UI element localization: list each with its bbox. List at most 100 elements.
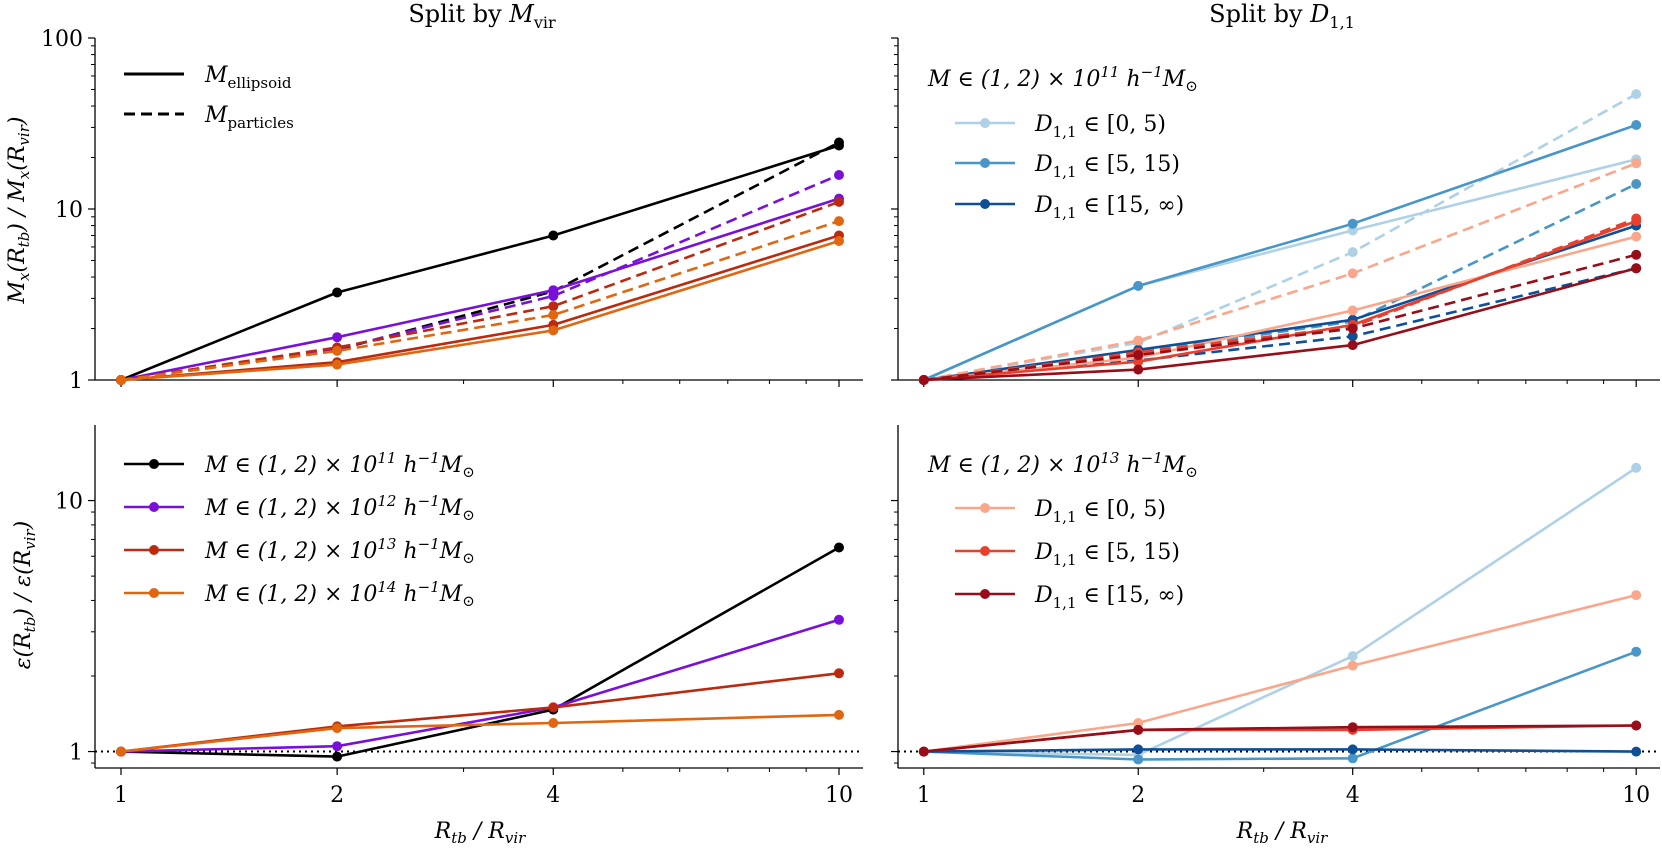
data-point <box>1631 179 1642 189</box>
x-tick-label: 1 <box>114 783 128 808</box>
series-line <box>923 748 1637 753</box>
data-point <box>332 332 343 343</box>
legend-top-left: Mellipsoid Mparticles <box>124 63 294 132</box>
x-tick-label: 4 <box>1346 783 1360 808</box>
data-point <box>332 723 343 734</box>
data-point <box>1631 120 1642 130</box>
data-point <box>116 746 126 757</box>
series-line <box>923 650 1637 761</box>
data-point <box>1347 305 1358 316</box>
series-line <box>923 724 1637 753</box>
data-point <box>548 310 559 320</box>
y-tick-label: 1 <box>69 369 83 394</box>
x-tick-label: 10 <box>825 783 853 808</box>
svg-text:D1,1 ∈ [15, ∞): D1,1 ∈ [15, ∞) <box>1034 193 1184 222</box>
data-point <box>1631 249 1642 260</box>
data-point <box>1347 651 1358 662</box>
series-line <box>923 267 1637 382</box>
svg-text:D1,1 ∈ [0, 5): D1,1 ∈ [0, 5) <box>1034 497 1166 526</box>
data-point <box>834 137 844 148</box>
legend-entry-1e12: M ∈ (1, 2) × 1012 h−1M⊙ <box>124 492 475 524</box>
data-point <box>1631 746 1642 757</box>
data-point <box>1133 280 1144 291</box>
series-line <box>120 200 840 382</box>
data-point <box>548 325 559 336</box>
legend-top-right: M ∈ (1, 2) × 1011 h−1M⊙ D1,1 ∈ [0, 5) D1… <box>927 63 1198 222</box>
data-point <box>918 746 929 757</box>
data-point <box>1347 247 1358 258</box>
svg-text:D1,1 ∈ [15, ∞): D1,1 ∈ [15, ∞) <box>1034 583 1184 612</box>
data-point <box>1631 89 1642 100</box>
svg-text:M ∈ (1, 2) × 1011 h−1M⊙: M ∈ (1, 2) × 1011 h−1M⊙ <box>204 449 475 481</box>
data-point <box>1133 350 1144 360</box>
data-point <box>834 542 844 553</box>
x-tick-label: 10 <box>1622 783 1650 808</box>
svg-text:D1,1 ∈ [5, 15): D1,1 ∈ [5, 15) <box>1034 152 1180 181</box>
ylabel-top: Mx(Rtb) / Mx(Rvir) <box>5 117 33 305</box>
ylabel-bottom: ε(Rtb) / ε(Rvir) <box>11 521 39 670</box>
data-point <box>548 702 559 713</box>
data-point <box>1347 660 1358 671</box>
panel-bottom-right: 1 2 4 10 <box>891 425 1660 808</box>
series-line <box>120 197 840 382</box>
data-point <box>1347 722 1358 733</box>
data-point <box>332 287 343 298</box>
data-point <box>918 375 929 385</box>
data-point <box>548 230 559 241</box>
data-point <box>332 359 343 370</box>
data-point <box>1133 718 1144 728</box>
data-point <box>1133 335 1144 346</box>
data-point <box>116 375 126 385</box>
svg-text:M ∈ (1, 2) × 1013 h−1M⊙: M ∈ (1, 2) × 1013 h−1M⊙ <box>204 535 475 567</box>
y-tick-label: 10 <box>55 198 83 223</box>
data-point <box>1631 263 1642 274</box>
x-tick-label: 2 <box>1131 783 1145 808</box>
x-tick-label: 2 <box>330 783 344 808</box>
legend-header-top-right: M ∈ (1, 2) × 1011 h−1M⊙ <box>927 63 1198 95</box>
data-point <box>1631 646 1642 657</box>
data-point <box>548 301 559 312</box>
legend-bottom-right: M ∈ (1, 2) × 1013 h−1M⊙ D1,1 ∈ [0, 5) D1… <box>927 449 1198 612</box>
data-point <box>548 291 559 301</box>
legend-entry-1e14: M ∈ (1, 2) × 1014 h−1M⊙ <box>124 578 475 610</box>
data-point <box>834 709 844 720</box>
legend-entry-1e11: M ∈ (1, 2) × 1011 h−1M⊙ <box>124 449 475 481</box>
data-point <box>1133 724 1144 735</box>
data-point <box>1133 364 1144 375</box>
data-point <box>1347 323 1358 334</box>
legend-entry-d5-15: D1,1 ∈ [5, 15) <box>955 152 1180 181</box>
data-point <box>332 345 343 356</box>
series-line <box>120 546 840 758</box>
legend-label-particles: Mparticles <box>204 103 294 132</box>
y-tick-label: 100 <box>41 27 83 52</box>
series-line <box>120 173 840 382</box>
series-line <box>923 217 1637 382</box>
data-point <box>1631 231 1642 242</box>
series-line <box>923 158 1637 382</box>
x-tick-label: 1 <box>917 783 931 808</box>
legend-label-ellipsoid: Mellipsoid <box>204 63 292 92</box>
x-tick-label: 4 <box>546 783 560 808</box>
xlabel-right: Rtb / Rvir <box>1236 819 1328 847</box>
data-point <box>834 196 844 207</box>
legend-entry-br-d5-15: D1,1 ∈ [5, 15) <box>955 540 1180 569</box>
series-line <box>923 253 1637 382</box>
title-right: Split by D1,1 <box>1209 0 1355 32</box>
data-point <box>834 170 844 180</box>
y-tick-label: 1 <box>69 741 83 766</box>
panel-top-right <box>891 37 1660 387</box>
legend-entry-br-d0-5: D1,1 ∈ [0, 5) <box>955 497 1166 526</box>
data-point <box>332 751 343 762</box>
data-point <box>1347 331 1358 342</box>
legend-entry-d0-5: D1,1 ∈ [0, 5) <box>955 112 1166 141</box>
data-point <box>1347 340 1358 351</box>
series-line <box>120 144 840 382</box>
panel-top-left: 1 10 100 <box>41 27 863 394</box>
legend-header-bottom-right: M ∈ (1, 2) × 1013 h−1M⊙ <box>927 449 1198 481</box>
data-point <box>1631 462 1642 473</box>
svg-text:M ∈ (1, 2) × 1014 h−1M⊙: M ∈ (1, 2) × 1014 h−1M⊙ <box>204 578 475 610</box>
legend-entry-d15-inf: D1,1 ∈ [15, ∞) <box>955 193 1184 222</box>
series-line <box>923 123 1637 382</box>
data-point <box>1347 218 1358 229</box>
